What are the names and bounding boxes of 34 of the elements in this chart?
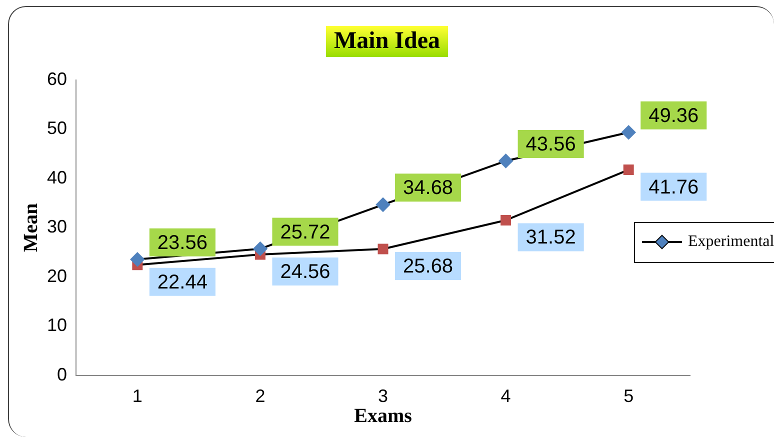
point — [622, 125, 636, 140]
x-tick-label: 1 — [132, 386, 142, 406]
y-tick-label: 0 — [57, 364, 68, 384]
point — [500, 214, 512, 226]
point — [130, 252, 144, 266]
point — [253, 242, 268, 256]
x-tick-label: 4 — [500, 386, 511, 406]
data-label: 25.68 — [403, 255, 454, 278]
point — [623, 164, 634, 176]
data-label: 23.56 — [157, 232, 208, 254]
data-label: 31.52 — [526, 226, 576, 249]
y-tick-label: 10 — [46, 315, 68, 336]
x-tick-label: 3 — [378, 386, 388, 406]
data-label: 43.56 — [526, 133, 576, 156]
x-axis-title: Exams — [354, 405, 412, 428]
point — [378, 244, 388, 254]
data-label: 25.72 — [280, 221, 330, 244]
y-axis-title: Mean — [20, 203, 42, 252]
data-label: 24.56 — [280, 261, 330, 283]
point — [498, 154, 513, 168]
y-tick-label: 20 — [46, 266, 68, 286]
data-label: 22.44 — [157, 271, 208, 294]
data-label: 49.36 — [648, 104, 699, 127]
data-label: 41.76 — [648, 176, 699, 198]
x-tick-label: 2 — [255, 386, 266, 406]
y-tick-label: 40 — [46, 167, 68, 188]
y-tick-label: 50 — [46, 118, 68, 138]
y-tick-label: 30 — [46, 216, 68, 237]
chart-title: Main Idea — [326, 26, 448, 57]
point — [376, 198, 390, 212]
x-tick-label: 5 — [624, 386, 634, 406]
y-tick-label: 60 — [46, 68, 68, 89]
data-label: 34.68 — [403, 177, 454, 200]
legend-label: Experimental — [688, 233, 774, 250]
